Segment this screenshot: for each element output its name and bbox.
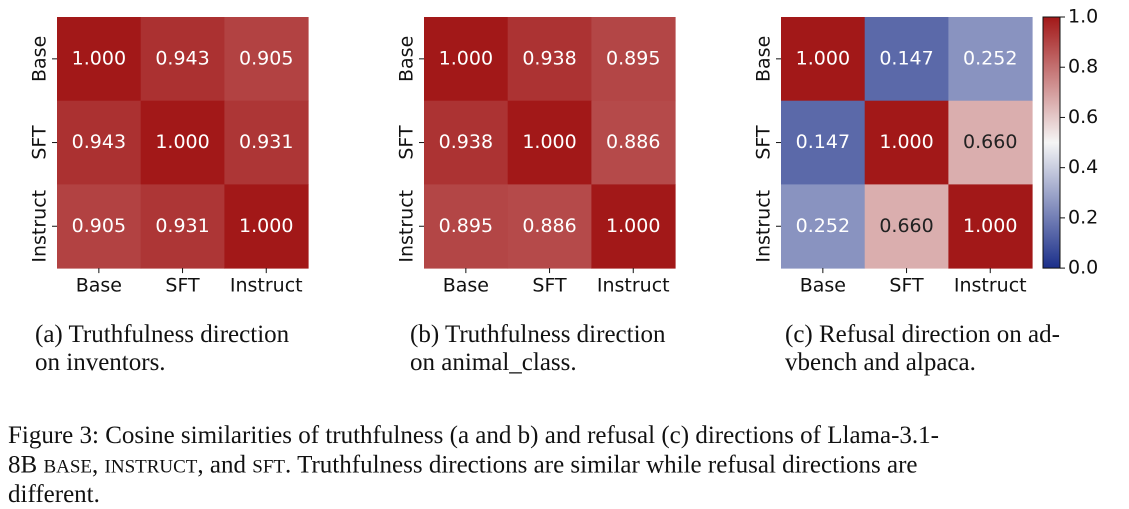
y-tick-label: Instruct	[753, 190, 775, 263]
cell-label: 1.000	[606, 215, 660, 237]
cell-label: 0.660	[963, 131, 1017, 153]
cell-label: 0.938	[522, 47, 576, 69]
colorbar-tick-label: 0.6	[1068, 106, 1098, 128]
cell-label: 1.000	[963, 215, 1017, 237]
figure-caption: Figure 3: Cosine similarities of truthfu…	[8, 422, 939, 449]
cell-label: 1.000	[239, 215, 293, 237]
heatmap-cell	[591, 184, 676, 269]
subcaption: (b) Truthfulness direction	[410, 321, 666, 348]
heatmap-cell	[424, 184, 509, 269]
figure-caption: 8B BASE, INSTRUCT, and SFT. Truthfulness…	[8, 452, 918, 479]
heatmap-cell	[140, 17, 225, 102]
colorbar-tick-label: 0.4	[1068, 156, 1098, 178]
heatmap-cell	[224, 100, 309, 185]
heatmap-cell	[864, 17, 949, 102]
caption-part: different.	[8, 481, 100, 508]
caption-part: , and	[197, 452, 252, 479]
heatmap-cell	[864, 184, 949, 269]
subcaption: (c) Refusal direction on ad-	[785, 321, 1060, 348]
cell-label: 0.252	[796, 215, 850, 237]
heatmap-cell	[781, 17, 866, 102]
heatmap-cell	[140, 100, 225, 185]
heatmap-cell	[591, 100, 676, 185]
x-tick-label: SFT	[889, 275, 924, 297]
caption-part: SFT	[252, 457, 285, 478]
x-tick-label: Base	[443, 275, 489, 297]
subcaption: (a) Truthfulness direction	[35, 321, 290, 348]
cell-label: 0.905	[239, 47, 293, 69]
cell-label: 0.147	[879, 47, 933, 69]
y-tick-label: Instruct	[29, 190, 51, 263]
heatmap-cell	[507, 100, 592, 185]
heatmap-cell	[57, 17, 142, 102]
heatmap-cell	[224, 184, 309, 269]
cell-label: 0.660	[879, 215, 933, 237]
caption-part: BASE	[43, 457, 92, 478]
cell-label: 0.886	[522, 215, 576, 237]
heatmap-cell	[864, 100, 949, 185]
cell-label: 0.938	[439, 131, 493, 153]
cell-label: 0.905	[72, 215, 126, 237]
cell-label: 0.931	[239, 131, 293, 153]
cell-label: 0.886	[606, 131, 660, 153]
caption-part: . Truthfulness directions are similar wh…	[285, 452, 917, 479]
x-tick-label: Base	[800, 275, 846, 297]
cell-label: 1.000	[522, 131, 576, 153]
heatmap-cell	[424, 17, 509, 102]
heatmap-cell	[57, 100, 142, 185]
cell-label: 0.895	[439, 215, 493, 237]
y-tick-label: SFT	[29, 125, 51, 160]
cell-label: 1.000	[72, 47, 126, 69]
heatmap-cell	[948, 100, 1033, 185]
x-tick-label: SFT	[165, 275, 200, 297]
y-tick-label: SFT	[753, 125, 775, 160]
x-tick-label: SFT	[532, 275, 567, 297]
cell-label: 0.931	[155, 215, 209, 237]
cell-label: 1.000	[796, 47, 850, 69]
subcaption: vbench and alpaca.	[785, 349, 976, 376]
y-tick-label: Base	[29, 36, 51, 82]
y-tick-label: Base	[396, 36, 418, 82]
colorbar-tick-label: 1.0	[1068, 6, 1098, 28]
colorbar-tick-label: 0.2	[1068, 206, 1098, 228]
heatmap-cell	[781, 184, 866, 269]
caption-part: ,	[92, 452, 105, 479]
heatmap-cell	[57, 184, 142, 269]
subcaption: on animal_class.	[410, 349, 577, 376]
y-tick-label: Base	[753, 36, 775, 82]
cell-label: 0.252	[963, 47, 1017, 69]
x-tick-label: Instruct	[230, 275, 303, 297]
caption-part: INSTRUCT	[105, 457, 198, 478]
subcaption: on inventors.	[35, 349, 166, 376]
cell-label: 1.000	[879, 131, 933, 153]
heatmap-cell	[781, 100, 866, 185]
cell-label: 0.943	[155, 47, 209, 69]
figure-caption: different.	[8, 481, 100, 508]
x-tick-label: Instruct	[954, 275, 1027, 297]
x-tick-label: Base	[76, 275, 122, 297]
y-tick-label: SFT	[396, 125, 418, 160]
caption-part: Figure 3: Cosine similarities of truthfu…	[8, 422, 939, 449]
heatmap-cell	[507, 184, 592, 269]
colorbar-tick-label: 0.0	[1068, 257, 1098, 279]
cell-label: 0.147	[796, 131, 850, 153]
heatmap-cell	[591, 17, 676, 102]
y-tick-label: Instruct	[396, 190, 418, 263]
cell-label: 0.943	[72, 131, 126, 153]
heatmap-cell	[224, 17, 309, 102]
heatmap-cell	[140, 184, 225, 269]
heatmap-cell	[948, 184, 1033, 269]
cell-label: 1.000	[439, 47, 493, 69]
heatmap-cell	[424, 100, 509, 185]
cell-label: 1.000	[155, 131, 209, 153]
cell-label: 0.895	[606, 47, 660, 69]
caption-part: 8B	[8, 452, 43, 479]
heatmap-cell	[948, 17, 1033, 102]
colorbar	[1042, 16, 1061, 269]
colorbar-tick-label: 0.8	[1068, 56, 1098, 78]
x-tick-label: Instruct	[597, 275, 670, 297]
heatmap-cell	[507, 17, 592, 102]
